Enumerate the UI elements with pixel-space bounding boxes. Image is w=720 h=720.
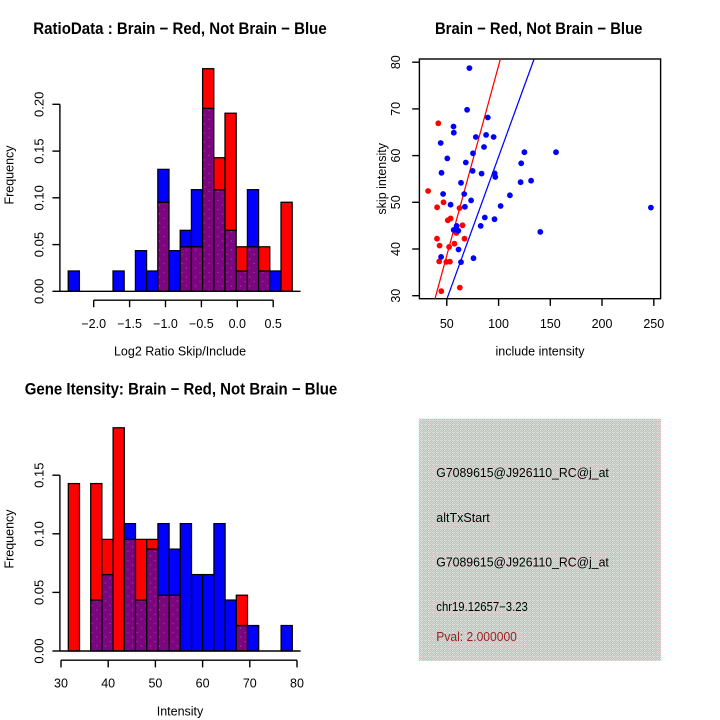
svg-text:0.10: 0.10 [32, 521, 47, 546]
svg-text:0.5: 0.5 [265, 317, 282, 331]
svg-text:0.15: 0.15 [32, 463, 47, 488]
svg-text:80: 80 [290, 677, 304, 691]
svg-text:−0.5: −0.5 [189, 317, 214, 331]
svg-text:70: 70 [389, 102, 403, 116]
svg-text:100: 100 [488, 317, 509, 331]
svg-text:60: 60 [196, 677, 210, 691]
svg-text:0.10: 0.10 [32, 185, 47, 210]
svg-text:Brain − Red, Not Brain − Blue: Brain − Red, Not Brain − Blue [435, 20, 643, 38]
svg-text:200: 200 [592, 317, 613, 331]
svg-text:Log2 Ratio Skip/Include: Log2 Ratio Skip/Include [114, 345, 246, 359]
svg-text:30: 30 [389, 289, 403, 303]
svg-text:30: 30 [54, 677, 68, 691]
svg-text:0.00: 0.00 [32, 279, 47, 304]
svg-text:0.00: 0.00 [32, 638, 47, 663]
svg-text:Gene Itensity: Brain − Red, No: Gene Itensity: Brain − Red, Not Brain − … [25, 381, 338, 399]
svg-text:skip intensity: skip intensity [375, 142, 389, 214]
svg-text:0.15: 0.15 [32, 138, 47, 163]
svg-text:60: 60 [389, 149, 403, 163]
svg-text:Pval: 2.000000: Pval: 2.000000 [436, 630, 517, 644]
svg-text:RatioData : Brain − Red, Not B: RatioData : Brain − Red, Not Brain − Blu… [33, 20, 326, 38]
svg-text:40: 40 [101, 677, 115, 691]
svg-text:80: 80 [389, 55, 403, 69]
svg-text:50: 50 [148, 677, 162, 691]
svg-text:50: 50 [389, 195, 403, 209]
svg-text:−1.0: −1.0 [153, 317, 178, 331]
svg-text:Frequency: Frequency [3, 509, 17, 569]
svg-text:0.20: 0.20 [32, 92, 47, 117]
svg-text:chr19.12657−3.23: chr19.12657−3.23 [436, 600, 528, 614]
svg-text:Frequency: Frequency [3, 145, 17, 205]
svg-text:0.05: 0.05 [32, 232, 47, 257]
svg-text:G7089615@J926110_RC@j_at: G7089615@J926110_RC@j_at [436, 466, 609, 480]
svg-text:G7089615@J926110_RC@j_at: G7089615@J926110_RC@j_at [436, 555, 609, 569]
svg-text:70: 70 [243, 677, 257, 691]
svg-text:−2.0: −2.0 [81, 317, 106, 331]
svg-text:include intensity: include intensity [496, 345, 586, 359]
svg-text:Intensity: Intensity [157, 705, 204, 719]
svg-text:250: 250 [643, 317, 664, 331]
svg-text:0.0: 0.0 [229, 317, 246, 331]
svg-text:150: 150 [540, 317, 561, 331]
svg-text:−1.5: −1.5 [117, 317, 142, 331]
svg-text:40: 40 [389, 242, 403, 256]
svg-text:50: 50 [440, 317, 454, 331]
svg-text:0.05: 0.05 [32, 580, 47, 605]
svg-text:altTxStart: altTxStart [436, 511, 490, 525]
